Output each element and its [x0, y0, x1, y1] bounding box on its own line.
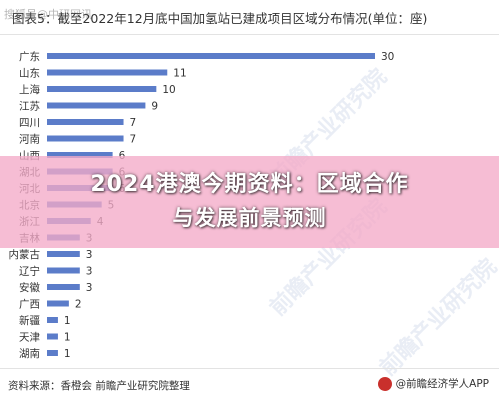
bar	[47, 350, 58, 356]
data-label: 3	[86, 282, 93, 294]
category-label: 上海	[19, 83, 40, 96]
category-label: 江苏	[19, 100, 40, 113]
category-label: 辽宁	[19, 265, 40, 278]
footer-divider	[0, 368, 499, 369]
bar	[47, 152, 113, 158]
bar	[47, 333, 58, 340]
bar	[47, 251, 80, 257]
source-watermark: 搜狐号@中研网讯	[4, 8, 92, 21]
category-label: 内蒙古	[9, 248, 41, 261]
brand-label: @前瞻经济学人APP	[395, 378, 489, 390]
bar	[47, 135, 124, 142]
data-label: 11	[173, 68, 186, 80]
category-label: 湖南	[19, 347, 40, 360]
data-label: 1	[64, 348, 71, 360]
category-label: 广西	[19, 299, 40, 311]
bar	[47, 86, 157, 92]
banner-title-line1: 2024港澳今期资料：区域合作	[90, 172, 409, 197]
data-label: 3	[86, 266, 93, 278]
data-label: 3	[86, 249, 93, 261]
data-label: 7	[130, 134, 137, 146]
bar	[47, 69, 168, 76]
data-label: 1	[64, 315, 71, 327]
data-label: 9	[151, 101, 158, 113]
category-label: 安徽	[19, 281, 40, 294]
chart-header: 图表5：截至2022年12月底中国加氢站已建成项目区域分布情况(单位：座) 搜狐…	[0, 0, 499, 34]
title-divider	[0, 34, 499, 35]
data-label: 7	[130, 117, 137, 129]
bar	[47, 267, 80, 274]
bar	[47, 119, 124, 125]
bar	[47, 300, 69, 307]
brand-credit: @前瞻经济学人APP	[377, 376, 489, 391]
category-label: 新疆	[19, 314, 40, 327]
overlay-banner	[0, 156, 499, 248]
bar	[47, 317, 58, 323]
bar	[47, 284, 80, 290]
category-label: 广东	[19, 50, 40, 63]
data-label: 2	[75, 299, 82, 311]
category-label: 山东	[19, 67, 40, 80]
data-label: 1	[64, 332, 71, 344]
data-label: 30	[381, 51, 394, 63]
category-label: 四川	[19, 117, 40, 129]
chart-title: 图表5：截至2022年12月底中国加氢站已建成项目区域分布情况(单位：座)	[12, 11, 428, 26]
source-note: 资料来源：香橙会 前瞻产业研究院整理	[8, 380, 190, 392]
category-label: 天津	[19, 332, 40, 344]
bar	[47, 102, 146, 109]
brand-logo-icon	[377, 376, 392, 391]
banner-title-line2: 与发展前景预测	[172, 206, 327, 230]
data-label: 10	[162, 84, 175, 96]
category-label: 河南	[19, 133, 40, 146]
bar	[47, 53, 375, 59]
